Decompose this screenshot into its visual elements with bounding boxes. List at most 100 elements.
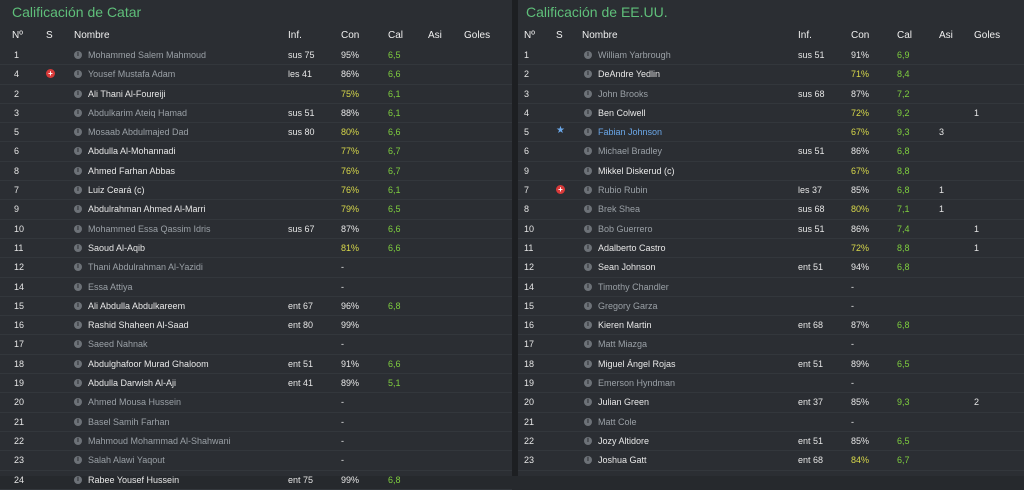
info-icon[interactable]: i: [584, 301, 592, 310]
table-row[interactable]: 20 i Ahmed Mousa Hussein -: [0, 393, 512, 413]
col-condition[interactable]: Con: [341, 30, 360, 41]
table-row[interactable]: 9 i Mikkel Diskerud (c) 67% 8,8: [518, 162, 1024, 182]
table-row[interactable]: 22 i Mahmoud Mohammad Al-Shahwani -: [0, 432, 512, 452]
table-row[interactable]: 18 i Miguel Ángel Rojas ent 51 89% 6,5: [518, 355, 1024, 375]
info-icon[interactable]: i: [74, 282, 82, 291]
col-assists[interactable]: Asi: [939, 30, 953, 41]
table-row[interactable]: 7 + i Rubio Rubin les 37 85% 6,8 1: [518, 181, 1024, 201]
table-row[interactable]: 4 + i Yousef Mustafa Adam les 41 86% 6,6: [0, 65, 512, 85]
info-icon[interactable]: i: [584, 89, 592, 98]
player-name[interactable]: Thani Abdulrahman Al-Yazidi: [88, 262, 203, 273]
table-row[interactable]: 19 i Emerson Hyndman -: [518, 374, 1024, 394]
info-icon[interactable]: i: [74, 147, 82, 156]
info-icon[interactable]: i: [584, 456, 592, 465]
info-icon[interactable]: i: [584, 243, 592, 252]
col-rating[interactable]: Cal: [897, 30, 913, 41]
player-name[interactable]: Abdulkarim Ateiq Hamad: [88, 107, 188, 118]
table-row[interactable]: 21 i Matt Cole -: [518, 413, 1024, 432]
player-name[interactable]: Fabian Johnson: [598, 127, 663, 138]
player-name[interactable]: Abdulghafoor Murad Ghaloom: [88, 358, 209, 369]
table-row[interactable]: 2 i Ali Thani Al-Foureiji 75% 6,1: [0, 85, 512, 104]
table-row[interactable]: 17 i Matt Miazga -: [518, 335, 1024, 355]
player-name[interactable]: Abdulrahman Ahmed Al-Marri: [88, 204, 206, 215]
info-icon[interactable]: i: [584, 108, 592, 117]
col-influence[interactable]: Inf.: [798, 30, 812, 41]
table-row[interactable]: 14 i Timothy Chandler -: [518, 278, 1024, 297]
info-icon[interactable]: i: [74, 475, 82, 484]
info-icon[interactable]: i: [74, 321, 82, 330]
info-icon[interactable]: i: [584, 205, 592, 214]
player-name[interactable]: Sean Johnson: [598, 262, 656, 273]
player-name[interactable]: Bob Guerrero: [598, 223, 653, 234]
table-row[interactable]: 22 i Jozy Altidore ent 51 85% 6,5: [518, 432, 1024, 452]
table-row[interactable]: 2 i DeAndre Yedlin 71% 8,4: [518, 65, 1024, 85]
info-icon[interactable]: i: [584, 340, 592, 349]
col-number[interactable]: Nº: [524, 30, 535, 41]
player-name[interactable]: Miguel Ángel Rojas: [598, 358, 676, 369]
col-assists[interactable]: Asi: [428, 30, 442, 41]
player-name[interactable]: Salah Alawi Yaqout: [88, 455, 165, 466]
player-name[interactable]: DeAndre Yedlin: [598, 69, 661, 80]
info-icon[interactable]: i: [74, 89, 82, 98]
player-name[interactable]: Ahmed Mousa Hussein: [88, 397, 182, 408]
table-row[interactable]: 15 i Ali Abdulla Abdulkareem ent 67 96% 6,8: [0, 297, 512, 317]
info-icon[interactable]: i: [584, 147, 592, 156]
player-name[interactable]: Matt Miazga: [598, 339, 648, 350]
table-row[interactable]: 15 i Gregory Garza -: [518, 297, 1024, 317]
info-icon[interactable]: i: [74, 436, 82, 445]
table-row[interactable]: 5 ★ i Fabian Johnson 67% 9,3 3: [518, 123, 1024, 143]
table-row[interactable]: 23 i Salah Alawi Yaqout -: [0, 451, 512, 471]
table-row[interactable]: 12 i Thani Abdulrahman Al-Yazidi -: [0, 258, 512, 278]
info-icon[interactable]: i: [584, 321, 592, 330]
info-icon[interactable]: i: [74, 224, 82, 233]
table-row[interactable]: 14 i Essa Attiya -: [0, 278, 512, 297]
info-icon[interactable]: i: [584, 51, 592, 59]
table-row[interactable]: 16 i Rashid Shaheen Al-Saad ent 80 99%: [0, 316, 512, 336]
player-name[interactable]: Gregory Garza: [598, 300, 658, 311]
player-name[interactable]: Rabee Yousef Hussein: [88, 474, 180, 485]
info-icon[interactable]: i: [74, 263, 82, 272]
col-goals[interactable]: Goles: [974, 30, 1001, 41]
info-icon[interactable]: i: [584, 417, 592, 426]
player-name[interactable]: Kieren Martin: [598, 320, 652, 331]
table-row[interactable]: 9 i Abdulrahman Ahmed Al-Marri 79% 6,5: [0, 200, 512, 220]
player-name[interactable]: Brek Shea: [598, 204, 641, 215]
info-icon[interactable]: i: [584, 379, 592, 388]
col-number[interactable]: Nº: [12, 30, 23, 41]
player-name[interactable]: Ali Thani Al-Foureiji: [88, 88, 166, 99]
player-name[interactable]: Saeed Nahnak: [88, 339, 148, 350]
info-icon[interactable]: i: [584, 166, 592, 175]
table-row[interactable]: 12 i Sean Johnson ent 51 94% 6,8: [518, 258, 1024, 278]
player-name[interactable]: Jozy Altidore: [598, 435, 650, 446]
player-name[interactable]: Mahmoud Mohammad Al-Shahwani: [88, 435, 231, 446]
info-icon[interactable]: i: [584, 263, 592, 272]
info-icon[interactable]: i: [74, 417, 82, 426]
table-row[interactable]: 11 i Saoud Al-Aqib 81% 6,6: [0, 239, 512, 259]
info-icon[interactable]: i: [584, 359, 592, 368]
player-name[interactable]: Michael Bradley: [598, 146, 663, 157]
table-row[interactable]: 20 i Julian Green ent 37 85% 9,3 2: [518, 393, 1024, 413]
player-name[interactable]: John Brooks: [598, 88, 649, 99]
player-name[interactable]: Abdulla Al-Mohannadi: [88, 146, 176, 157]
info-icon[interactable]: i: [584, 70, 592, 79]
table-row[interactable]: 23 i Joshua Gatt ent 68 84% 6,7: [518, 451, 1024, 471]
player-name[interactable]: Mikkel Diskerud (c): [598, 165, 675, 176]
info-icon[interactable]: i: [74, 128, 82, 137]
info-icon[interactable]: i: [74, 456, 82, 465]
info-icon[interactable]: i: [74, 166, 82, 175]
info-icon[interactable]: i: [74, 398, 82, 407]
table-row[interactable]: 8 i Brek Shea sus 68 80% 7,1 1: [518, 200, 1024, 220]
table-row[interactable]: 6 i Abdulla Al-Mohannadi 77% 6,7: [0, 142, 512, 162]
info-icon[interactable]: i: [74, 108, 82, 117]
col-goals[interactable]: Goles: [464, 30, 491, 41]
col-condition[interactable]: Con: [851, 30, 870, 41]
player-name[interactable]: Essa Attiya: [88, 281, 133, 292]
player-name[interactable]: Luiz Ceará (c): [88, 185, 145, 196]
table-row[interactable]: 18 i Abdulghafoor Murad Ghaloom ent 51 91% 6,…: [0, 355, 512, 375]
player-name[interactable]: Rashid Shaheen Al-Saad: [88, 320, 189, 331]
table-row[interactable]: 24 i Rabee Yousef Hussein ent 75 99% 6,8: [0, 471, 512, 490]
table-row[interactable]: 17 i Saeed Nahnak -: [0, 335, 512, 355]
info-icon[interactable]: i: [74, 301, 82, 310]
col-influence[interactable]: Inf.: [288, 30, 302, 41]
player-name[interactable]: Saoud Al-Aqib: [88, 242, 146, 253]
